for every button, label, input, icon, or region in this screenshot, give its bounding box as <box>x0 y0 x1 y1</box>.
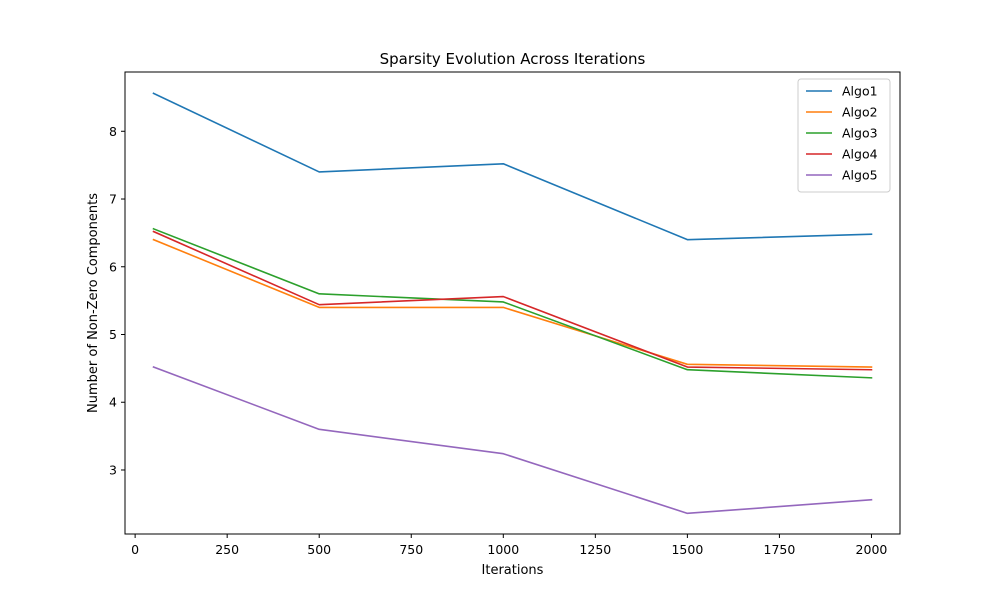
x-axis-title: Iterations <box>482 563 544 578</box>
y-tick-label: 5 <box>109 327 117 342</box>
series-line-algo5 <box>152 365 873 515</box>
legend-label-algo2: Algo2 <box>842 105 878 120</box>
y-tick-label: 3 <box>109 462 117 477</box>
legend-label-algo4: Algo4 <box>842 147 878 162</box>
series-lines <box>152 92 873 515</box>
x-tick-label: 1750 <box>764 542 796 557</box>
x-tick-label: 250 <box>215 542 239 557</box>
series-line-algo4 <box>152 230 873 371</box>
x-tick-label: 500 <box>307 542 331 557</box>
legend-label-algo3: Algo3 <box>842 126 878 141</box>
y-axis-title: Number of Non-Zero Components <box>86 193 101 413</box>
legend-label-algo5: Algo5 <box>842 168 878 183</box>
y-tick-label: 4 <box>109 395 117 410</box>
series-line-algo2 <box>152 238 873 368</box>
x-axis: 0 250 500 750 1000 1250 1500 1750 2000 <box>131 534 887 557</box>
y-tick-label: 7 <box>109 192 117 207</box>
series-line-algo1 <box>152 92 873 241</box>
x-tick-label: 1250 <box>579 542 611 557</box>
x-tick-label: 1000 <box>487 542 519 557</box>
y-tick-label: 6 <box>109 259 117 274</box>
legend-label-algo1: Algo1 <box>842 84 878 99</box>
legend: Algo1 Algo2 Algo3 Algo4 Algo5 <box>797 78 891 193</box>
legend-box <box>797 78 891 193</box>
chart-title: Sparsity Evolution Across Iterations <box>380 50 646 68</box>
series-line-algo3 <box>152 227 873 379</box>
x-tick-label: 2000 <box>856 542 888 557</box>
x-tick-label: 1500 <box>671 542 703 557</box>
x-tick-label: 0 <box>131 542 139 557</box>
y-axis: 3 4 5 6 7 8 <box>109 124 125 477</box>
plot-frame <box>124 71 901 535</box>
y-tick-label: 8 <box>109 124 117 139</box>
x-tick-label: 750 <box>399 542 423 557</box>
